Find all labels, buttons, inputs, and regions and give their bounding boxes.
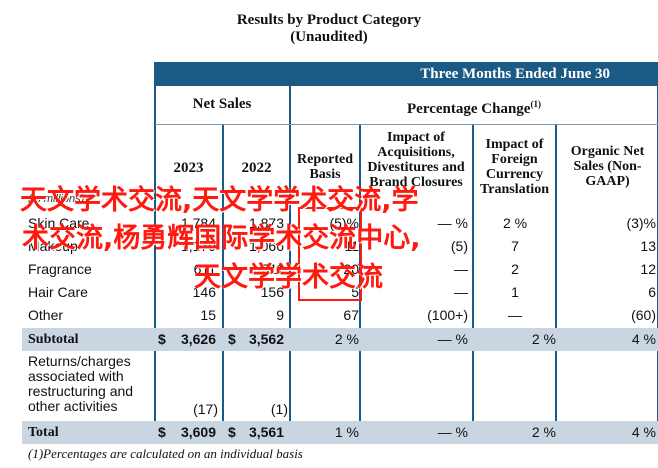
returns-label-line: associated with	[28, 368, 124, 384]
returns-label-line: other activities	[28, 398, 118, 414]
value-2023: 146	[192, 284, 216, 300]
col-2023: 2023	[173, 160, 204, 176]
highlight-box	[298, 207, 362, 301]
value-2022: 156	[260, 284, 284, 300]
watermark-text: 天文学学术交流	[194, 262, 383, 293]
report-title-line1: Results by Product Category	[236, 12, 422, 28]
value-fx: 2	[511, 261, 519, 277]
total-label: Total	[28, 425, 59, 440]
row-label: Skin Care	[28, 215, 90, 231]
unit-note: (In millions)	[28, 193, 85, 205]
value-2022: 511	[261, 261, 284, 277]
col-reported: Reported Basis	[297, 152, 353, 182]
pct-change-header-text: Percentage Change	[407, 101, 531, 117]
returns-label: Returns/charges associated with restruct…	[28, 354, 133, 414]
subtotal-fx: 2 %	[531, 331, 556, 347]
period-banner-text: Three Months Ended June 30	[420, 66, 610, 82]
total-row: Total $ 3,609 $ 3,561 1 % — % 2 % 4 %	[22, 421, 658, 444]
subtotal-acq: — %	[437, 331, 468, 347]
value-reported: 5	[351, 284, 359, 300]
pct-change-header: Percentage Change(1)	[291, 97, 657, 117]
watermark-text: 天文学术交流,天文学学术交流,学	[20, 185, 419, 216]
column-rule	[555, 124, 557, 444]
header-divider	[155, 124, 658, 125]
col-impact-acquisitions: Impact of Acquisitions, Divestitures and…	[367, 130, 465, 190]
value-acq: —	[454, 261, 468, 277]
column-rule	[289, 86, 291, 444]
total-2022: 3,561	[248, 424, 284, 440]
col-2022: 2022	[241, 160, 272, 176]
total-2023: 3,609	[180, 424, 216, 440]
returns-2022: (1)	[270, 401, 288, 417]
column-rule	[154, 62, 156, 444]
pct-change-footnote-ref: (1)	[530, 99, 541, 109]
value-organic: 12	[640, 261, 656, 277]
returns-2023: (17)	[193, 401, 218, 417]
currency-symbol: $	[228, 424, 236, 440]
value-fx: 7	[511, 238, 519, 254]
table-row: Fragrance 611 511 20 — 2 12	[22, 258, 658, 281]
value-acq: (100+)	[427, 307, 468, 323]
value-acq: — %	[437, 215, 468, 231]
value-2023: 1,784	[180, 215, 216, 231]
column-rule	[222, 124, 224, 444]
value-2023: 611	[193, 261, 216, 277]
period-banner: Three Months Ended June 30	[155, 62, 658, 86]
subtotal-label: Subtotal	[28, 332, 79, 347]
currency-symbol: $	[158, 424, 166, 440]
value-2022: 1,066	[248, 238, 284, 254]
net-sales-header: Net Sales	[192, 96, 252, 112]
table-row: Skin Care 1,784 1,873 (5)% — % 2 % (3)%	[22, 212, 658, 235]
subtotal-reported: 2 %	[334, 331, 359, 347]
returns-label-line: Returns/charges	[28, 353, 131, 369]
subtotal-2023: 3,626	[180, 331, 216, 347]
row-label: Fragrance	[28, 261, 92, 277]
value-2022: 1,873	[248, 215, 284, 231]
report-title-line2: (Unaudited)	[290, 29, 368, 45]
value-reported: (5)%	[329, 215, 359, 231]
value-organic: (60)	[631, 307, 656, 323]
report-title: Results by Product Category (Unaudited)	[0, 12, 658, 46]
subtotal-organic: 4 %	[631, 331, 656, 347]
total-fx: 2 %	[531, 424, 556, 440]
row-label: Makeup	[28, 238, 78, 254]
value-2022: 9	[276, 307, 284, 323]
total-reported: 1 %	[334, 424, 359, 440]
returns-label-line: restructuring and	[28, 383, 134, 399]
value-acq: (5)	[450, 238, 468, 254]
table-row: Other 15 9 67 (100+) — (60)	[22, 304, 658, 327]
col-organic: Organic Net Sales (Non-GAAP)	[570, 144, 645, 189]
value-organic: (3)%	[626, 215, 656, 231]
subtotal-2022: 3,562	[248, 331, 284, 347]
total-acq: — %	[437, 424, 468, 440]
column-rule	[472, 124, 474, 444]
col-impact-fx: Impact of Foreign Currency Translation	[480, 137, 549, 197]
currency-symbol: $	[158, 331, 166, 347]
watermark-text: 术交流,杨勇辉国际学术交流中心,	[22, 223, 421, 254]
value-reported: 11	[344, 238, 359, 254]
total-organic: 4 %	[631, 424, 656, 440]
value-reported: 20	[343, 261, 359, 277]
value-organic: 13	[640, 238, 656, 254]
value-2023: 1,179	[180, 238, 216, 254]
table-row: Hair Care 146 156 5 — 1 6	[22, 281, 658, 304]
value-organic: 6	[648, 284, 656, 300]
footnote: (1)Percentages are calculated on an indi…	[28, 446, 303, 461]
value-acq: —	[454, 284, 468, 300]
table-row: Makeup 1,179 1,066 11 (5) 7 13	[22, 235, 658, 258]
value-2023: 15	[200, 307, 216, 323]
currency-symbol: $	[228, 331, 236, 347]
value-fx: 2 %	[502, 215, 528, 231]
value-reported: 67	[343, 307, 359, 323]
row-label: Other	[28, 307, 64, 323]
value-fx: 1	[511, 284, 519, 300]
subtotal-row: Subtotal $ 3,626 $ 3,562 2 % — % 2 % 4 %	[22, 328, 658, 351]
value-fx: —	[508, 307, 522, 323]
row-label: Hair Care	[28, 284, 88, 300]
